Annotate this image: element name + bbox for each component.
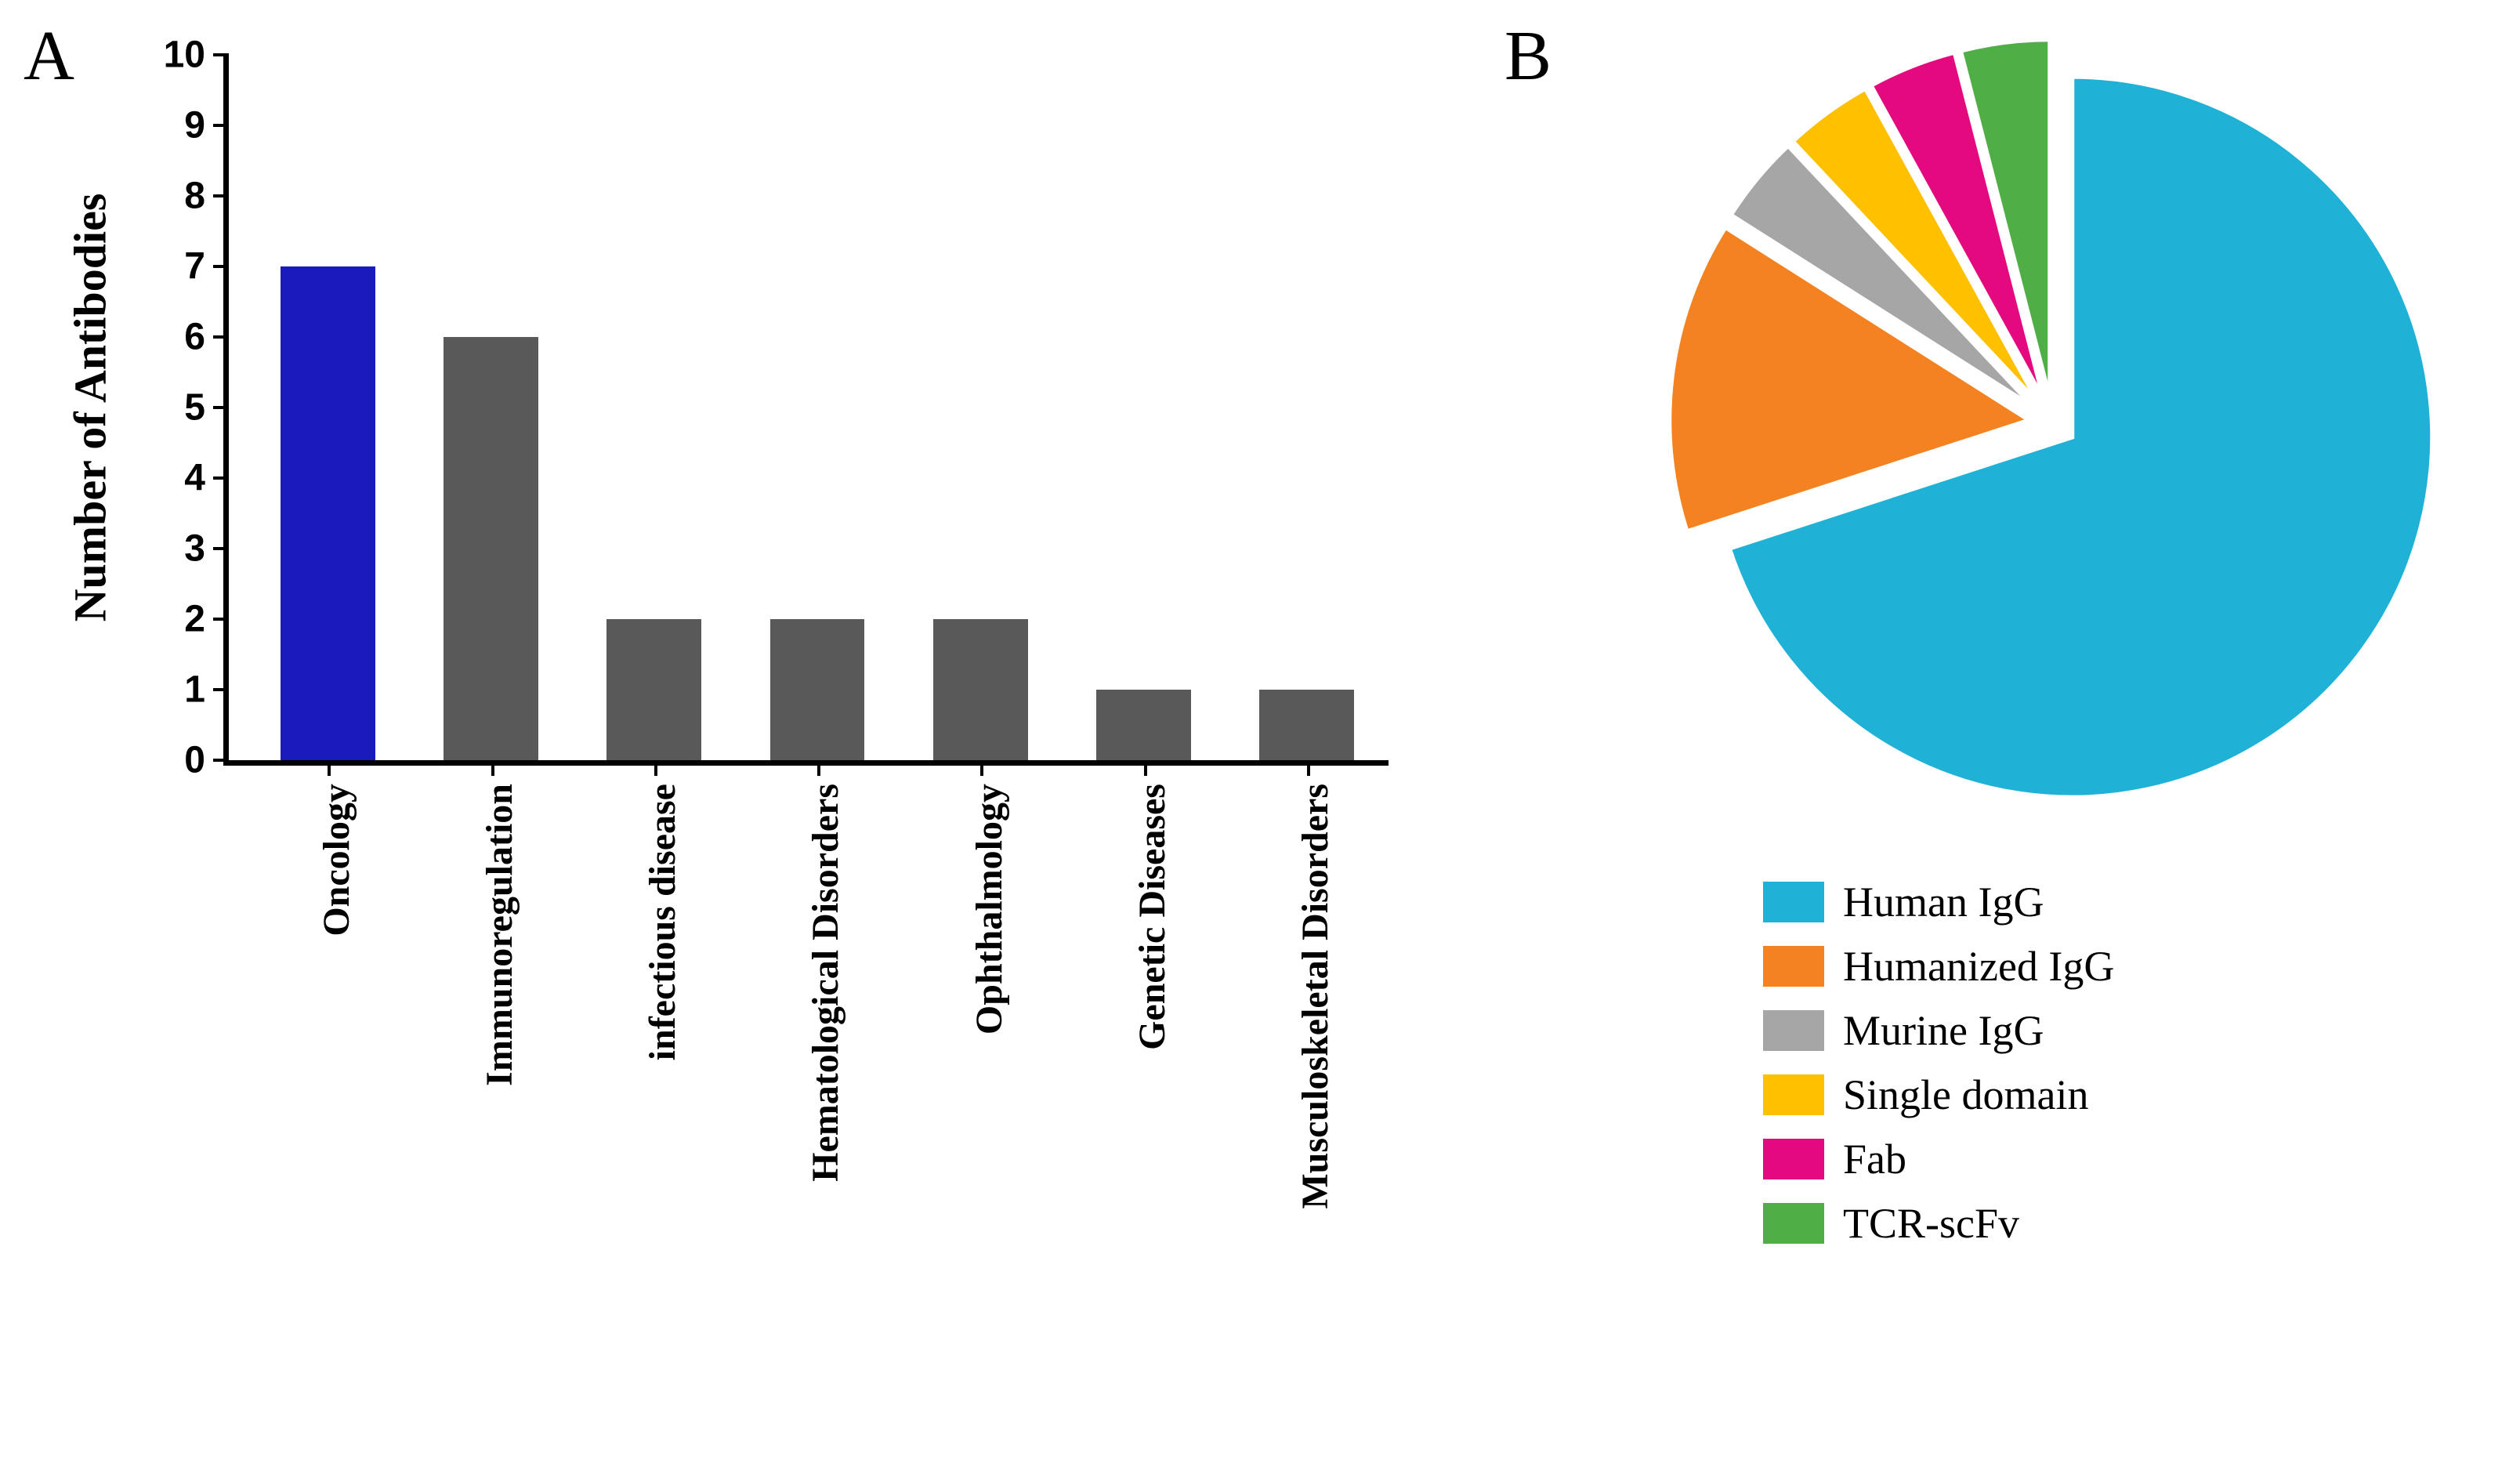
legend-label: Human IgG: [1843, 878, 2044, 926]
y-tick-label: 7: [184, 245, 229, 288]
bar-chart-plot-area: 012345678910OncologyImmunoregulationinfe…: [223, 55, 1389, 766]
pie-chart: [1667, 38, 2439, 809]
x-tick-label: infectious disease: [641, 784, 684, 1060]
x-tick: [1144, 760, 1147, 776]
panel-label-a: A: [24, 16, 74, 96]
panel-label-b: B: [1504, 16, 1551, 96]
legend-item: Humanized IgG: [1763, 942, 2114, 991]
y-axis-title: Number of Antibodies: [64, 194, 117, 622]
y-tick-label: 2: [184, 598, 229, 641]
y-tick-label: 0: [184, 739, 229, 782]
legend-swatch: [1763, 1074, 1824, 1115]
legend-swatch: [1763, 882, 1824, 922]
legend-label: Humanized IgG: [1843, 942, 2114, 991]
x-tick-label: Oncology: [315, 784, 358, 937]
y-tick-label: 1: [184, 668, 229, 712]
y-tick-label: 4: [184, 457, 229, 500]
legend-item: Murine IgG: [1763, 1006, 2114, 1055]
pie-chart-svg: [1667, 38, 2439, 809]
x-tick: [980, 760, 983, 776]
x-tick-label: Immunoregulation: [478, 784, 521, 1086]
bar: [444, 337, 538, 760]
bar: [281, 266, 375, 760]
y-tick-label: 3: [184, 527, 229, 571]
y-tick-label: 6: [184, 316, 229, 359]
figure-root: A B 012345678910OncologyImmunoregulation…: [0, 0, 2520, 1471]
y-tick-label: 8: [184, 175, 229, 218]
x-tick: [1307, 760, 1310, 776]
bar: [770, 619, 865, 760]
legend-item: TCR-scFv: [1763, 1199, 2114, 1248]
legend-label: TCR-scFv: [1843, 1199, 2019, 1248]
x-tick-label: Genetic Diseases: [1131, 784, 1174, 1050]
x-tick: [817, 760, 820, 776]
legend-label: Murine IgG: [1843, 1006, 2044, 1055]
x-tick-label: Musculoskeletal Disorders: [1294, 784, 1337, 1209]
legend-item: Human IgG: [1763, 878, 2114, 926]
x-tick-label: Ophthalmology: [968, 784, 1011, 1034]
x-tick: [654, 760, 657, 776]
bar: [606, 619, 701, 760]
y-tick-label: 9: [184, 104, 229, 147]
y-tick-label: 5: [184, 386, 229, 429]
bar: [933, 619, 1028, 760]
x-tick: [491, 760, 494, 776]
legend-label: Single domain: [1843, 1071, 2088, 1119]
legend-item: Fab: [1763, 1135, 2114, 1183]
legend-swatch: [1763, 946, 1824, 987]
x-tick-label: Hematological Disorders: [804, 784, 847, 1182]
bar: [1096, 690, 1191, 760]
legend-swatch: [1763, 1139, 1824, 1179]
legend-label: Fab: [1843, 1135, 1906, 1183]
pie-legend: Human IgG Humanized IgG Murine IgG Single d…: [1763, 878, 2114, 1263]
legend-swatch: [1763, 1203, 1824, 1244]
bar: [1259, 690, 1354, 760]
y-tick-label: 10: [164, 34, 229, 77]
bar-chart: 012345678910OncologyImmunoregulationinfe…: [223, 55, 1383, 760]
legend-swatch: [1763, 1010, 1824, 1051]
x-tick: [328, 760, 331, 776]
legend-item: Single domain: [1763, 1071, 2114, 1119]
